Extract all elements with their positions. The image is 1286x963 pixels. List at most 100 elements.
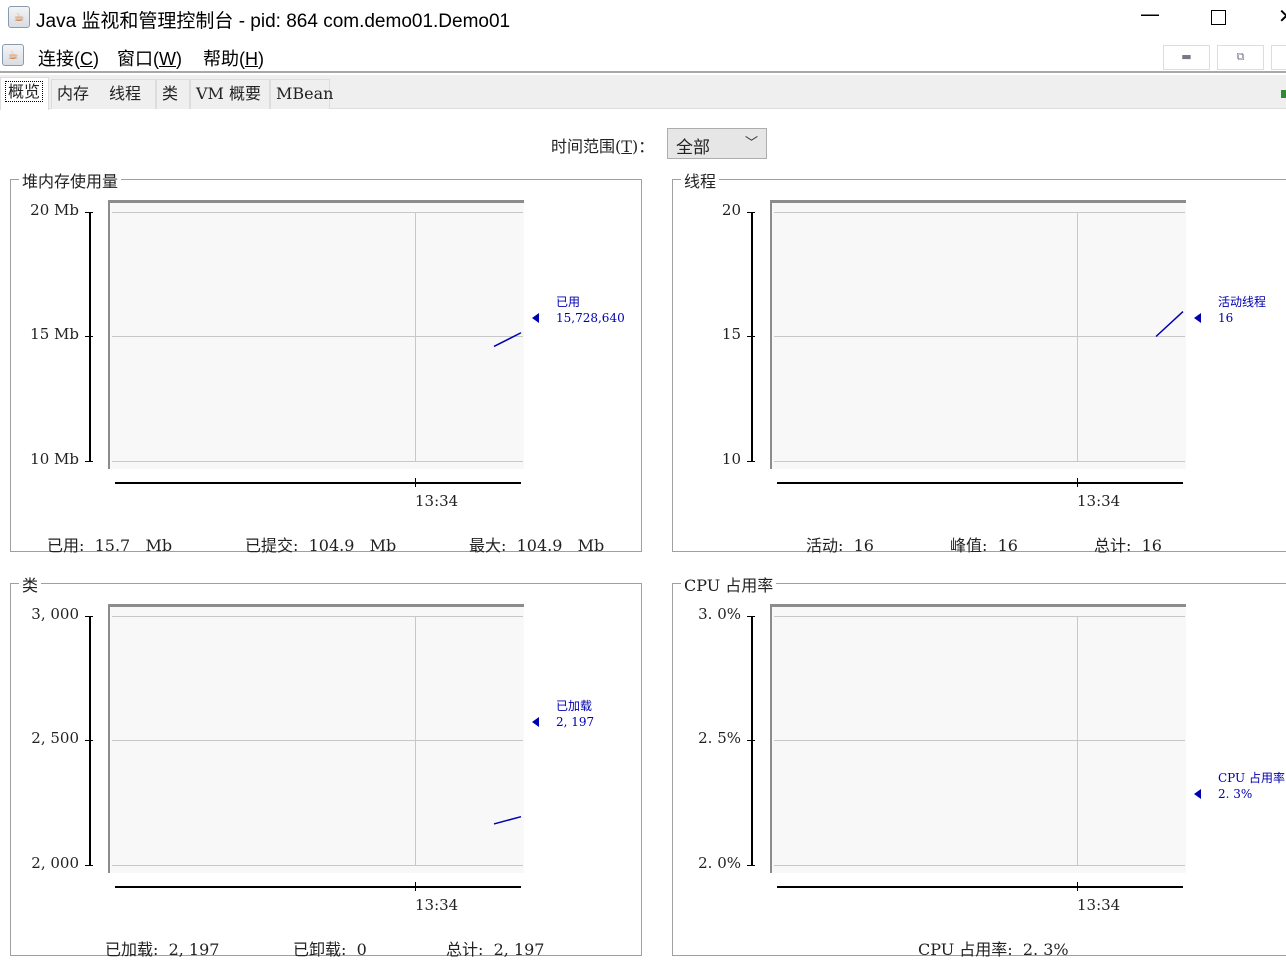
y-tick: [747, 336, 755, 337]
y-tick-label: 3, 000: [31, 605, 79, 623]
x-tick: [1077, 882, 1078, 891]
gridline: [415, 212, 416, 461]
gridline: [112, 212, 523, 213]
plot-area: [108, 200, 524, 469]
gridline: [774, 212, 1185, 213]
gridline: [112, 336, 523, 337]
x-tick-label: 13:34: [415, 492, 459, 510]
java-coffee-icon[interactable]: ☕: [2, 44, 24, 66]
window-title: Java 监视和管理控制台 - pid: 864 com.demo01.Demo…: [36, 11, 511, 32]
legend-label: 已加载: [556, 699, 593, 713]
y-tick: [85, 865, 93, 866]
menu-connect[interactable]: 连接(C): [38, 49, 99, 69]
gridline: [1077, 616, 1078, 865]
series-line: [493, 332, 522, 348]
x-tick: [1077, 478, 1078, 487]
y-tick-label: 10 Mb: [30, 450, 79, 468]
legend-marker-icon: [1194, 789, 1201, 799]
x-axis: [777, 482, 1183, 484]
gridline: [112, 865, 523, 866]
time-range-label: 时间范围(T)：: [551, 137, 655, 156]
chevron-down-icon: ﹀: [744, 136, 758, 151]
tab-vm-summary[interactable]: VM 概要: [190, 79, 270, 109]
legend-value: 16: [1218, 311, 1234, 325]
footer-stat: 已卸载: 0: [293, 940, 367, 959]
menu-bar: ☕ 连接(C) 窗口(W) 帮助(H): [0, 40, 1286, 73]
legend: 活动线程 16: [1218, 294, 1266, 326]
y-tick: [85, 740, 93, 741]
java-coffee-icon[interactable]: ☕: [8, 6, 30, 28]
connection-status-icon: [1281, 90, 1286, 98]
y-tick-label: 2, 000: [31, 854, 79, 872]
tab-classes[interactable]: 类: [156, 79, 190, 109]
x-axis: [115, 886, 521, 888]
inner-restore-button[interactable]: ⧉: [1217, 45, 1264, 70]
panel-title: 堆内存使用量: [19, 168, 122, 192]
heap-memory-panel: 堆内存使用量 20 Mb 15 Mb 10 Mb 13:34 已用 15,728,64…: [10, 168, 642, 555]
x-tick-label: 13:34: [1077, 492, 1121, 510]
y-tick-label: 3. 0%: [698, 605, 741, 623]
panel-title: 线程: [681, 168, 720, 192]
y-tick: [85, 336, 93, 337]
y-tick-label: 2. 5%: [698, 729, 741, 747]
legend: CPU 占用率 2. 3%: [1218, 770, 1285, 802]
gridline: [774, 740, 1185, 741]
footer-stat: 活动: 16: [806, 536, 874, 555]
footer-stat: 最大: 104.9 Mb: [469, 536, 605, 555]
y-tick-label: 15 Mb: [30, 325, 79, 343]
plot-area: [770, 200, 1186, 469]
legend: 已用 15,728,640: [556, 294, 625, 326]
footer-stat: 总计: 2, 197: [446, 940, 545, 959]
tab-threads[interactable]: 线程: [104, 79, 156, 109]
y-tick-label: 2, 500: [31, 729, 79, 747]
threads-panel: 线程 20 15 10 13:34 活动线程 16 活动: 16 峰值: 16 总计: 16: [672, 168, 1286, 555]
title-bar: ☕ Java 监视和管理控制台 - pid: 864 com.demo01.De…: [0, 0, 1286, 36]
legend-marker-icon: [532, 313, 539, 323]
y-tick: [747, 616, 755, 617]
gridline: [112, 740, 523, 741]
x-axis: [777, 886, 1183, 888]
x-tick: [415, 478, 416, 487]
footer-stat: 已提交: 104.9 Mb: [245, 536, 397, 555]
tab-overview[interactable]: 概览: [0, 77, 49, 110]
y-tick: [85, 212, 93, 213]
tab-mbean[interactable]: MBean: [270, 79, 333, 109]
y-tick: [747, 865, 755, 866]
y-tick-label: 20 Mb: [30, 201, 79, 219]
inner-close-button[interactable]: [1271, 45, 1286, 70]
x-tick: [415, 882, 416, 891]
legend-value: 2, 197: [556, 715, 595, 729]
menu-window[interactable]: 窗口(W): [117, 49, 182, 69]
gridline: [1077, 212, 1078, 461]
panel-title: 类: [19, 572, 42, 596]
y-tick-label: 2. 0%: [698, 854, 741, 872]
minimize-icon[interactable]: —: [1140, 2, 1160, 26]
gridline: [112, 616, 523, 617]
inner-minimize-button[interactable]: ▬: [1163, 45, 1210, 70]
y-tick-label: 15: [721, 325, 741, 343]
gridline: [774, 865, 1185, 866]
x-tick-label: 13:34: [415, 896, 459, 914]
close-icon[interactable]: ✕: [1278, 4, 1286, 28]
y-tick: [85, 461, 93, 462]
y-tick-label: 10: [721, 450, 741, 468]
legend-marker-icon: [532, 717, 539, 727]
legend-marker-icon: [1194, 313, 1201, 323]
gridline: [774, 616, 1185, 617]
footer-stat: 已用: 15.7 Mb: [47, 536, 173, 555]
y-tick: [85, 616, 93, 617]
gridline: [415, 616, 416, 865]
legend-label: 活动线程: [1218, 295, 1267, 309]
legend-value: 2. 3%: [1218, 787, 1253, 801]
time-range-select[interactable]: 全部 ﹀: [667, 128, 767, 159]
legend-value: 15,728,640: [556, 311, 625, 325]
y-axis: [89, 212, 91, 462]
gridline: [774, 336, 1185, 337]
gridline: [774, 461, 1185, 462]
gridline: [112, 461, 523, 462]
menu-help[interactable]: 帮助(H): [203, 49, 264, 69]
y-tick-label: 20: [721, 201, 741, 219]
x-axis: [115, 482, 521, 484]
maximize-icon[interactable]: [1211, 10, 1226, 25]
footer-stat: 已加载: 2, 197: [105, 940, 220, 959]
